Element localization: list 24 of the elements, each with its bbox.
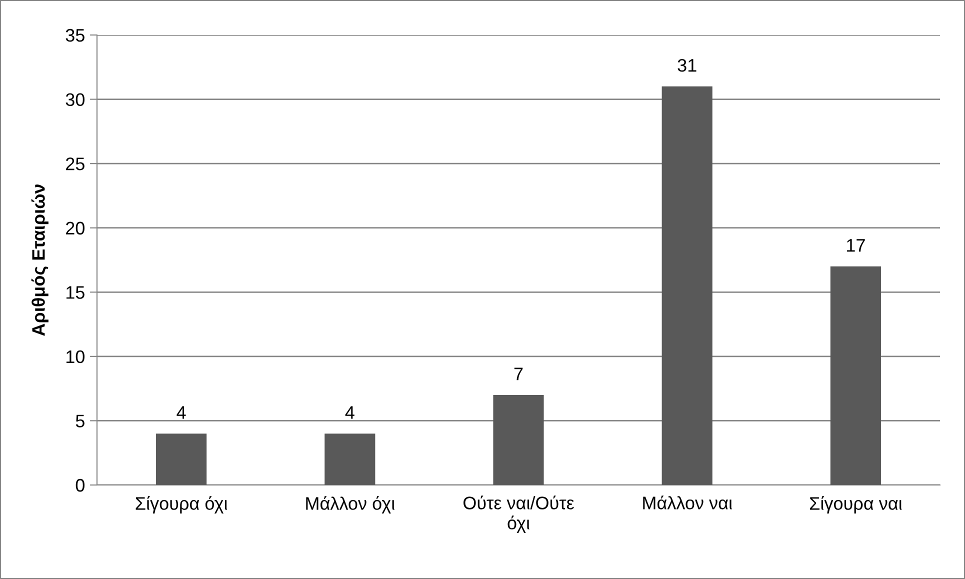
y-tick-label: 10	[66, 350, 84, 364]
x-tick-label: Μάλλον όχι	[306, 496, 395, 514]
data-label: 17	[847, 239, 865, 252]
data-label: 4	[176, 406, 186, 419]
y-tick-label: 15	[66, 286, 84, 299]
x-tick-label: Σίγουρα ναι	[810, 496, 902, 514]
y-tick-label: 35	[66, 28, 84, 42]
x-tick-label: Σίγουρα όχι	[136, 496, 228, 514]
data-label: 31	[678, 58, 696, 72]
bar	[662, 86, 712, 485]
y-tick-label: 20	[66, 222, 84, 235]
bar	[493, 395, 544, 485]
y-tick-label: 5	[76, 414, 84, 428]
bar	[156, 434, 207, 485]
y-tick-label: 25	[66, 158, 84, 170]
bar	[324, 434, 376, 485]
y-axis-title: Αριθμός Εταιριών	[31, 184, 48, 336]
x-tick-label: Ούτε ναι/Ούτε όχι	[464, 496, 574, 533]
y-tick-label: 30	[66, 93, 84, 106]
data-label: 7	[514, 368, 523, 380]
data-label: 4	[345, 406, 354, 419]
bar	[830, 266, 881, 485]
x-tick-label: Μάλλον ναι	[643, 496, 732, 510]
y-tick-label: 0	[76, 478, 84, 492]
